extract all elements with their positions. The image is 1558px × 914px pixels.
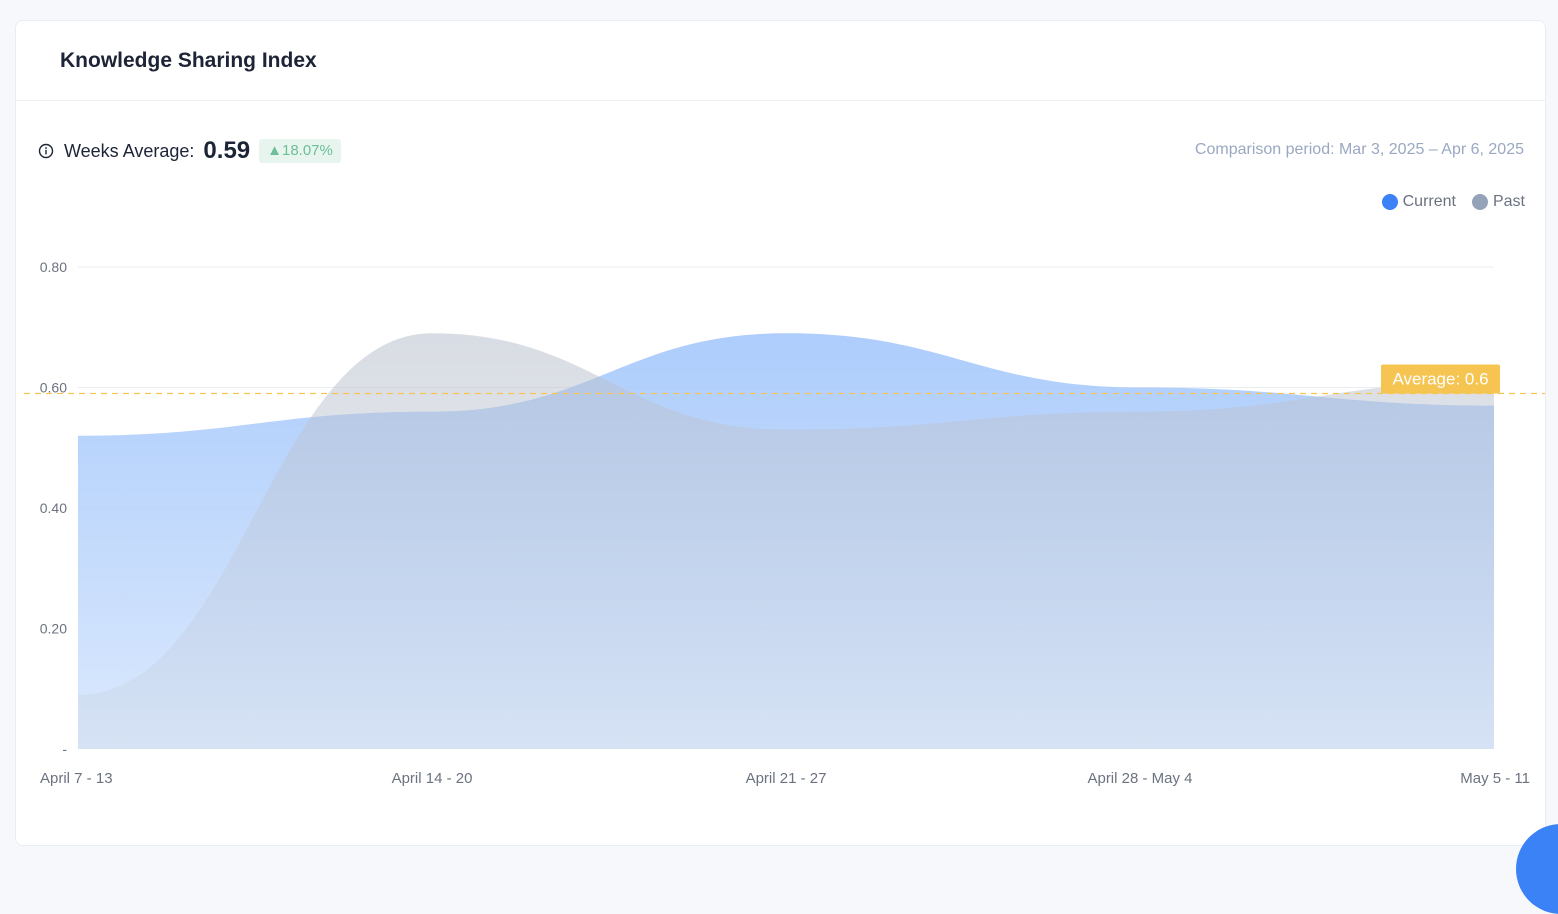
y-tick-label: 0.60 — [40, 380, 67, 396]
y-tick-label: 0.40 — [40, 500, 67, 516]
weeks-average-stats: Weeks Average: 0.59 ▲18.07% — [38, 137, 341, 165]
average-badge-label: Average: 0.6 — [1392, 370, 1488, 389]
card-title: Knowledge Sharing Index — [60, 48, 317, 72]
comparison-period: Comparison period: Mar 3, 2025 – Apr 6, … — [1194, 141, 1524, 158]
legend-dot-current — [1381, 194, 1398, 210]
info-icon[interactable] — [38, 143, 54, 159]
y-tick-label: 0.80 — [40, 259, 67, 275]
x-tick-label: April 7 - 13 — [40, 770, 113, 787]
y-tick-label: - — [62, 741, 67, 757]
weeks-average-label: Weeks Average: — [64, 140, 195, 161]
delta-badge: ▲18.07% — [259, 139, 341, 163]
legend-label-current: Current — [1402, 193, 1456, 210]
average-badge — [1381, 364, 1500, 394]
card-header: Knowledge Sharing Index — [16, 21, 1545, 101]
y-tick-label: 0.20 — [40, 621, 67, 637]
knowledge-sharing-card: Knowledge Sharing Index Weeks Average: 0… — [15, 20, 1546, 846]
x-tick-label: April 14 - 20 — [392, 770, 473, 787]
area-chart: Average: 0.6 - 0.20 0.40 0.60 0.80 April 7 - … — [24, 259, 1545, 787]
legend-label-past: Past — [1492, 193, 1525, 210]
weeks-average-value: 0.59 — [203, 137, 251, 164]
x-tick-label: May 5 - 11 — [1460, 770, 1530, 787]
legend-item-past[interactable]: Past — [1471, 193, 1525, 211]
legend-item-current[interactable]: Current — [1381, 193, 1456, 211]
chart-legend: Current Past — [1366, 193, 1525, 211]
series-area-past — [78, 333, 1494, 749]
legend-dot-past — [1471, 194, 1488, 210]
x-tick-label: April 21 - 27 — [746, 770, 827, 787]
x-tick-label: April 28 - May 4 — [1087, 770, 1192, 787]
